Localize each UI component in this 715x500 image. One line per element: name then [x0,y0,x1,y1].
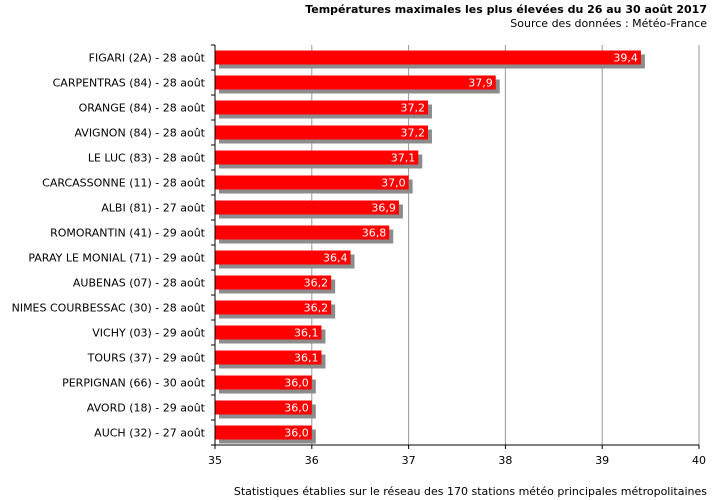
category-label: ORANGE (84) - 28 août [79,102,206,115]
category-label: CARPENTRAS (84) - 28 août [53,77,206,90]
category-label: PERPIGNAN (66) - 30 août [62,377,206,390]
bar [215,200,399,215]
data-label: 37,2 [400,102,425,115]
data-label: 36,8 [362,227,387,240]
bar [215,175,409,190]
category-label: PARAY LE MONIAL (71) - 29 août [28,252,205,265]
data-label: 37,9 [468,77,493,90]
chart-title: Températures maximales les plus élevées … [305,3,707,16]
bar [215,375,312,390]
bar [215,350,322,365]
bar [215,400,312,415]
category-label: LE LUC (83) - 28 août [88,152,206,165]
category-label: TOURS (37) - 29 août [87,352,206,365]
data-label: 36,0 [284,377,309,390]
category-label: ROMORANTIN (41) - 29 août [50,227,206,240]
x-tick-label: 35 [208,454,222,467]
data-label: 36,2 [304,302,329,315]
bar [215,250,351,265]
data-label: 37,2 [400,127,425,140]
data-label: 36,0 [284,427,309,440]
bar [215,300,332,315]
category-label: ALBI (81) - 27 août [101,202,205,215]
category-label: AUBENAS (07) - 28 août [73,277,206,290]
bar [215,425,312,440]
data-label: 37,1 [391,152,416,165]
category-label: VICHY (03) - 29 août [92,327,205,340]
chart-subtitle: Source des données : Météo-France [510,17,707,30]
bar [215,325,322,340]
chart-footnote: Statistiques établies sur le réseau des … [233,485,707,498]
x-tick-label: 38 [498,454,512,467]
bar [215,275,332,290]
bar [215,225,390,240]
data-label: 36,1 [294,327,319,340]
bar [215,100,428,115]
bar [215,125,428,140]
data-label: 36,2 [304,277,329,290]
bar [215,150,419,165]
x-tick-label: 40 [692,454,706,467]
category-label: CARCASSONNE (11) - 28 août [42,177,206,190]
category-label: AVORD (18) - 29 août [87,402,206,415]
x-tick-label: 37 [402,454,416,467]
data-label: 37,0 [381,177,406,190]
data-label: 39,4 [613,52,638,65]
x-tick-label: 39 [595,454,609,467]
category-label: FIGARI (2A) - 28 août [89,52,206,65]
bar [215,50,641,65]
data-label: 36,0 [284,402,309,415]
category-label: AVIGNON (84) - 28 août [74,127,205,140]
data-label: 36,1 [294,352,319,365]
data-label: 36,9 [371,202,396,215]
bar [215,75,496,90]
category-label: NIMES COURBESSAC (30) - 28 août [12,302,206,315]
data-label: 36,4 [323,252,348,265]
x-tick-label: 36 [305,454,319,467]
category-label: AUCH (32) - 27 août [94,427,206,440]
